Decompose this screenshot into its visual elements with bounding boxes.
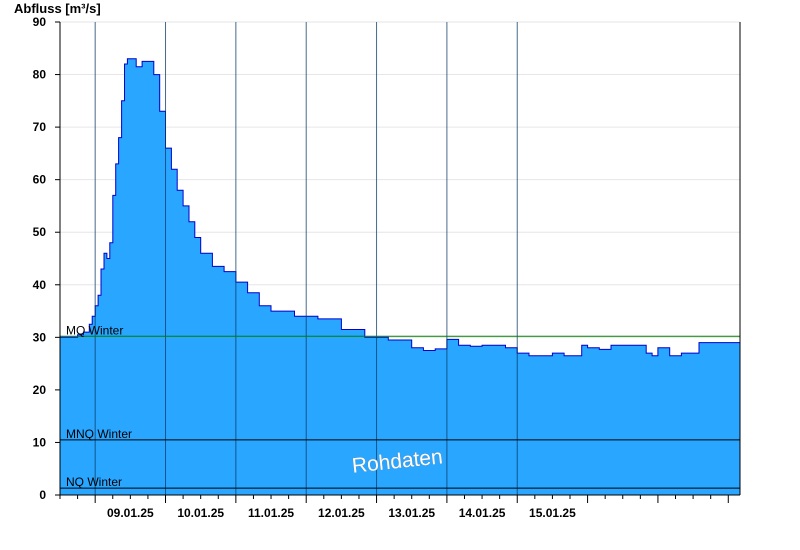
- reference-label: MNQ Winter: [66, 427, 132, 441]
- y-axis-title: Abfluss [m³/s]: [14, 1, 101, 16]
- y-tick-label: 60: [33, 173, 47, 187]
- x-tick-label: 10.01.25: [177, 506, 224, 520]
- reference-label: MQ Winter: [66, 323, 123, 337]
- x-tick-label: 11.01.25: [248, 506, 294, 520]
- data-area: [60, 58, 740, 496]
- y-tick-label: 50: [33, 225, 47, 239]
- x-tick-label: 09.01.25: [107, 506, 154, 520]
- x-tick-label: 14.01.25: [459, 506, 506, 520]
- y-tick-label: 90: [33, 15, 47, 29]
- y-tick-label: 20: [33, 383, 47, 397]
- day-lines: [94, 22, 518, 495]
- y-tick-label: 10: [33, 435, 47, 449]
- y-tick-label: 40: [33, 278, 47, 292]
- y-tick-label: 70: [33, 120, 47, 134]
- y-tick-label: 0: [39, 488, 46, 502]
- x-tick-label: 15.01.25: [529, 506, 576, 520]
- reference-lines: MQ Winter MNQ Winter NQ Winter: [60, 323, 740, 489]
- area-fill: [60, 58, 740, 496]
- y-tick-label: 80: [33, 68, 47, 82]
- x-tick-label: 13.01.25: [388, 506, 435, 520]
- axes: 0 10 20 30 40 50 60 70 80 90 09.01.25 10.01.25 11.01…: [33, 15, 741, 520]
- y-tick-label: 30: [33, 330, 47, 344]
- reference-label: NQ Winter: [66, 475, 122, 489]
- x-tick-label: 12.01.25: [318, 506, 365, 520]
- series-line: [60, 58, 740, 357]
